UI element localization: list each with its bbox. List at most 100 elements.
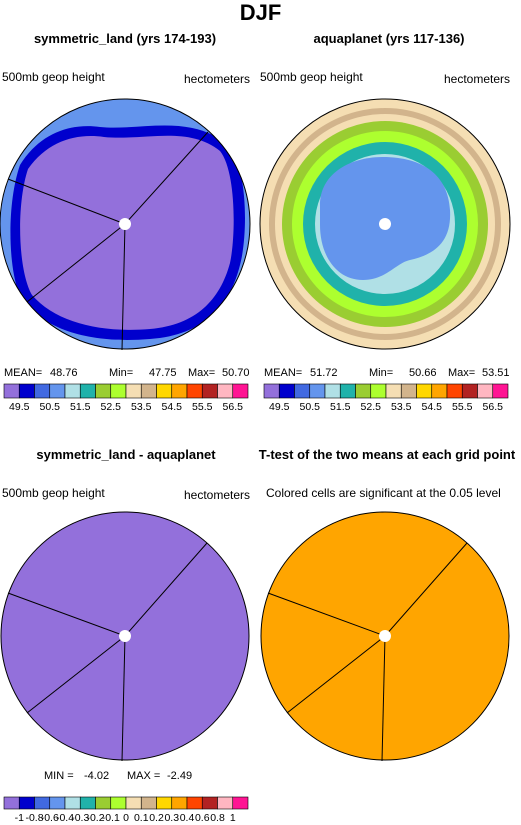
panel-2-max-value: 53.51 [482, 367, 510, 379]
panel-1-variable-label: 500mb geop height [2, 70, 105, 84]
colorbar-swatch [156, 383, 173, 399]
colorbar-tick-label: 54.5 [161, 401, 182, 413]
colorbar-tick-label: -0.4 [55, 812, 75, 824]
colorbar-tick-label: 0.2 [149, 812, 164, 824]
colorbar-tick-label: -0.1 [101, 812, 120, 824]
panel-3-pole-marker [119, 630, 131, 642]
panel-1-pole-marker [119, 218, 131, 230]
colorbar-tick-label: 52.5 [100, 401, 121, 413]
panel-2-mean-label: MEAN= [264, 367, 303, 379]
colorbar-swatch [110, 383, 127, 399]
colorbar-swatch [79, 796, 96, 810]
panel-3-min-label: MIN = [44, 770, 74, 782]
colorbar-tick-label: -0.8 [25, 812, 44, 824]
colorbar-swatch [156, 796, 173, 810]
colorbar-swatch [3, 383, 20, 399]
panel-1-max-label: Max= [188, 367, 216, 379]
panel-3-map [0, 511, 250, 762]
panel-3-title: symmetric_land - aquaplanet [36, 447, 216, 462]
colorbar-swatch [416, 383, 433, 399]
panel-2-map [259, 98, 511, 350]
colorbar-tick-label: 0 [123, 812, 129, 824]
colorbar-swatch [477, 383, 494, 399]
colorbar-swatch [171, 796, 188, 810]
colorbar-swatch [385, 383, 402, 399]
colorbar-swatch [110, 796, 127, 810]
colorbar-swatch [64, 383, 81, 399]
colorbar-swatch [186, 383, 203, 399]
colorbar-tick-label: 52.5 [360, 401, 381, 413]
colorbar-swatch [140, 796, 157, 810]
panel-1-min-value: 47.75 [149, 367, 177, 379]
colorbar-tick-label: 54.5 [421, 401, 442, 413]
panel-4-note: Colored cells are significant at the 0.0… [266, 486, 501, 500]
colorbar-tick-label: 50.5 [299, 401, 320, 413]
colorbar-swatch [217, 383, 234, 399]
colorbar-tick-label: 55.5 [192, 401, 213, 413]
panel-4-title: T-test of the two means at each grid poi… [258, 447, 516, 462]
colorbar-swatch [201, 796, 218, 810]
colorbar-swatch [431, 383, 448, 399]
colorbar-swatch [49, 383, 66, 399]
colorbar-swatch [446, 383, 463, 399]
colorbar-swatch [232, 383, 249, 399]
colorbar-swatch [201, 383, 218, 399]
colorbar-tick-label: 53.5 [391, 401, 412, 413]
colorbar-tick-label: -0.3 [71, 812, 90, 824]
colorbar-tick-label: 0.4 [179, 812, 195, 824]
panel-1-title: symmetric_land (yrs 174-193) [33, 31, 217, 46]
panel-1-max-value: 50.70 [222, 367, 250, 379]
colorbar-tick-label: 0.6 [194, 812, 210, 824]
colorbar-swatch [278, 383, 295, 399]
colorbar-swatch [171, 383, 188, 399]
panel-3-max-label: MAX = [127, 770, 161, 782]
panel-2-units-label: hectometers [444, 72, 511, 86]
colorbar-swatch [49, 796, 66, 810]
colorbar-tick-label: 53.5 [131, 401, 152, 413]
colorbar-tick-label: -0.2 [86, 812, 105, 824]
panel-1-mean-value: 48.76 [50, 367, 78, 379]
colorbar-tick-label: -1 [14, 812, 24, 824]
panel-3-units-label: hectometers [184, 488, 251, 502]
panel-3-variable-label: 500mb geop height [2, 486, 105, 500]
colorbar-tick-label: 51.5 [70, 401, 91, 413]
panel-4-pole-marker [379, 630, 391, 642]
colorbar-tick-label: 56.5 [222, 401, 243, 413]
colorbar-swatch [400, 383, 417, 399]
panel-3-min-value: -4.02 [84, 770, 110, 782]
colorbar-swatch [186, 796, 203, 810]
colorbar-tick-label: 51.5 [330, 401, 351, 413]
colorbar-swatch [370, 383, 387, 399]
panel-3-colorbar [3, 796, 249, 810]
colorbar-swatch [3, 796, 20, 810]
colorbar-swatch [309, 383, 326, 399]
panel-2-pole-marker [379, 218, 391, 230]
colorbar-tick-label: 50.5 [39, 401, 60, 413]
panel-1-min-label: Min= [109, 367, 134, 379]
colorbar-swatch [125, 383, 142, 399]
panel-2-colorbar [263, 383, 509, 399]
panel-1-map [0, 98, 251, 351]
colorbar-swatch [294, 383, 311, 399]
colorbar-tick-label: 0.8 [210, 812, 225, 824]
colorbar-tick-label: 49.5 [9, 401, 30, 413]
panel-2-variable-label: 500mb geop height [260, 70, 363, 84]
colorbar-swatch [125, 796, 142, 810]
colorbar-swatch [263, 383, 280, 399]
colorbar-swatch [492, 383, 509, 399]
colorbar-swatch [140, 383, 157, 399]
panel-1-units-label: hectometers [184, 72, 251, 86]
colorbar-tick-label: 55.5 [452, 401, 473, 413]
panel-3-max-value: -2.49 [167, 770, 193, 782]
colorbar-tick-label: -0.6 [40, 812, 59, 824]
colorbar-swatch [64, 796, 81, 810]
colorbar-swatch [18, 796, 35, 810]
colorbar-swatch [34, 383, 51, 399]
colorbar-swatch [34, 796, 51, 810]
panel-1-low-region [20, 135, 234, 330]
colorbar-swatch [339, 383, 356, 399]
colorbar-tick-label: 49.5 [269, 401, 290, 413]
colorbar-swatch [95, 796, 112, 810]
panel-2-max-label: Max= [448, 367, 476, 379]
colorbar-tick-label: 0.3 [164, 812, 180, 824]
